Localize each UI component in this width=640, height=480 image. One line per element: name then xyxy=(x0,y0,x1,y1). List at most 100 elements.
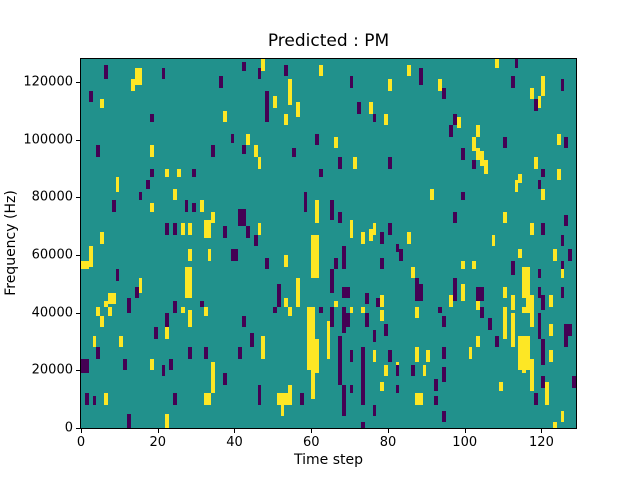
heatmap-cell xyxy=(380,381,385,391)
heatmap-cell xyxy=(334,257,339,270)
heatmap-cell xyxy=(150,203,154,212)
heatmap-cell xyxy=(361,231,365,244)
heatmap-cell xyxy=(199,200,204,212)
heatmap-cell xyxy=(153,327,158,339)
heatmap-cell xyxy=(529,358,534,391)
heatmap-cell xyxy=(173,223,177,235)
x-tick-label: 100 xyxy=(452,435,478,450)
heatmap-cell xyxy=(537,286,542,299)
heatmap-cell xyxy=(100,315,104,328)
heatmap-cell xyxy=(127,298,131,307)
x-tick-label: 60 xyxy=(302,435,320,450)
heatmap-cell xyxy=(334,136,339,149)
heatmap-cell xyxy=(134,286,139,299)
heatmap-cell xyxy=(165,327,170,339)
heatmap-cell xyxy=(238,347,243,359)
heatmap-cell xyxy=(249,332,254,348)
heatmap-cell xyxy=(180,223,185,235)
heatmap-cell xyxy=(441,87,446,100)
heatmap-cell xyxy=(242,61,246,71)
heatmap-cell xyxy=(353,157,358,169)
x-tick-mark xyxy=(81,429,82,433)
heatmap-cell xyxy=(188,315,193,328)
heatmap-cell xyxy=(318,168,323,178)
heatmap-cell xyxy=(414,306,419,319)
heatmap-cell xyxy=(372,113,377,123)
heatmap-cell xyxy=(219,76,223,88)
heatmap-cell xyxy=(315,200,319,224)
heatmap-cell xyxy=(276,393,293,405)
heatmap-cell xyxy=(560,79,565,91)
heatmap-cell xyxy=(207,249,212,261)
heatmap-cell xyxy=(111,200,116,212)
heatmap-cell xyxy=(541,338,546,365)
heatmap-cell xyxy=(222,226,227,238)
heatmap-cell xyxy=(476,286,484,302)
heatmap-cell xyxy=(349,384,354,394)
heatmap-cell xyxy=(437,306,442,313)
heatmap-cell xyxy=(257,67,262,80)
heatmap-cell xyxy=(165,168,170,178)
heatmap-cell xyxy=(284,298,289,307)
heatmap-cell xyxy=(564,214,569,227)
heatmap-cell xyxy=(560,269,565,279)
heatmap-cell xyxy=(127,306,131,313)
heatmap-cell xyxy=(541,188,546,201)
heatmap-cell xyxy=(349,350,354,362)
heatmap-cell xyxy=(104,64,108,80)
heatmap-cell xyxy=(222,373,227,385)
y-tick-mark xyxy=(76,255,80,257)
heatmap-cell xyxy=(330,269,335,293)
heatmap-cell xyxy=(468,347,473,359)
heatmap-cell xyxy=(556,133,561,146)
heatmap-cell xyxy=(288,306,293,316)
heatmap-cell xyxy=(407,231,411,244)
heatmap-cell xyxy=(522,266,530,299)
heatmap-cell xyxy=(476,335,481,348)
heatmap-cell xyxy=(372,329,377,342)
heatmap-cell xyxy=(556,168,561,181)
heatmap-cell xyxy=(295,102,300,117)
heatmap-cell xyxy=(288,384,293,394)
heatmap-cell xyxy=(364,312,369,328)
heatmap-cell xyxy=(184,200,189,212)
heatmap-cell xyxy=(199,301,204,307)
heatmap-cell xyxy=(441,347,446,359)
heatmap-cell xyxy=(457,116,461,129)
heatmap-cell xyxy=(138,191,143,201)
heatmap-cell xyxy=(84,393,89,405)
heatmap-cell xyxy=(529,223,534,235)
heatmap-cell xyxy=(100,99,104,108)
heatmap-cell xyxy=(418,393,423,405)
heatmap-cell xyxy=(326,321,331,359)
heatmap-cell xyxy=(345,312,350,328)
heatmap-cell xyxy=(526,295,534,307)
heatmap-cell xyxy=(246,133,250,146)
heatmap-cell xyxy=(476,298,481,310)
y-tick-label: 20000 xyxy=(31,362,73,378)
heatmap-cell xyxy=(387,157,392,169)
heatmap-cell xyxy=(449,295,454,307)
heatmap-cell xyxy=(460,191,465,201)
y-tick-mark xyxy=(76,370,80,372)
heatmap-cell xyxy=(341,246,346,270)
heatmap-cell xyxy=(330,306,335,328)
heatmap-cell xyxy=(134,67,143,85)
heatmap-cell xyxy=(476,148,481,160)
heatmap-cell xyxy=(480,151,484,166)
heatmap-cell xyxy=(173,393,177,405)
heatmap-cell xyxy=(384,364,388,377)
heatmap-cell xyxy=(472,260,477,270)
heatmap-cell xyxy=(334,301,339,307)
y-tick-mark xyxy=(76,82,80,84)
heatmap-cell xyxy=(107,292,116,305)
heatmap-cell xyxy=(472,136,477,152)
heatmap-cell xyxy=(533,99,538,111)
heatmap-cell xyxy=(376,298,381,307)
heatmap-cell xyxy=(541,223,546,235)
heatmap-cell xyxy=(180,306,185,313)
heatmap-cell xyxy=(510,295,515,310)
heatmap-cell xyxy=(338,157,342,169)
heatmap-cell xyxy=(115,177,120,192)
